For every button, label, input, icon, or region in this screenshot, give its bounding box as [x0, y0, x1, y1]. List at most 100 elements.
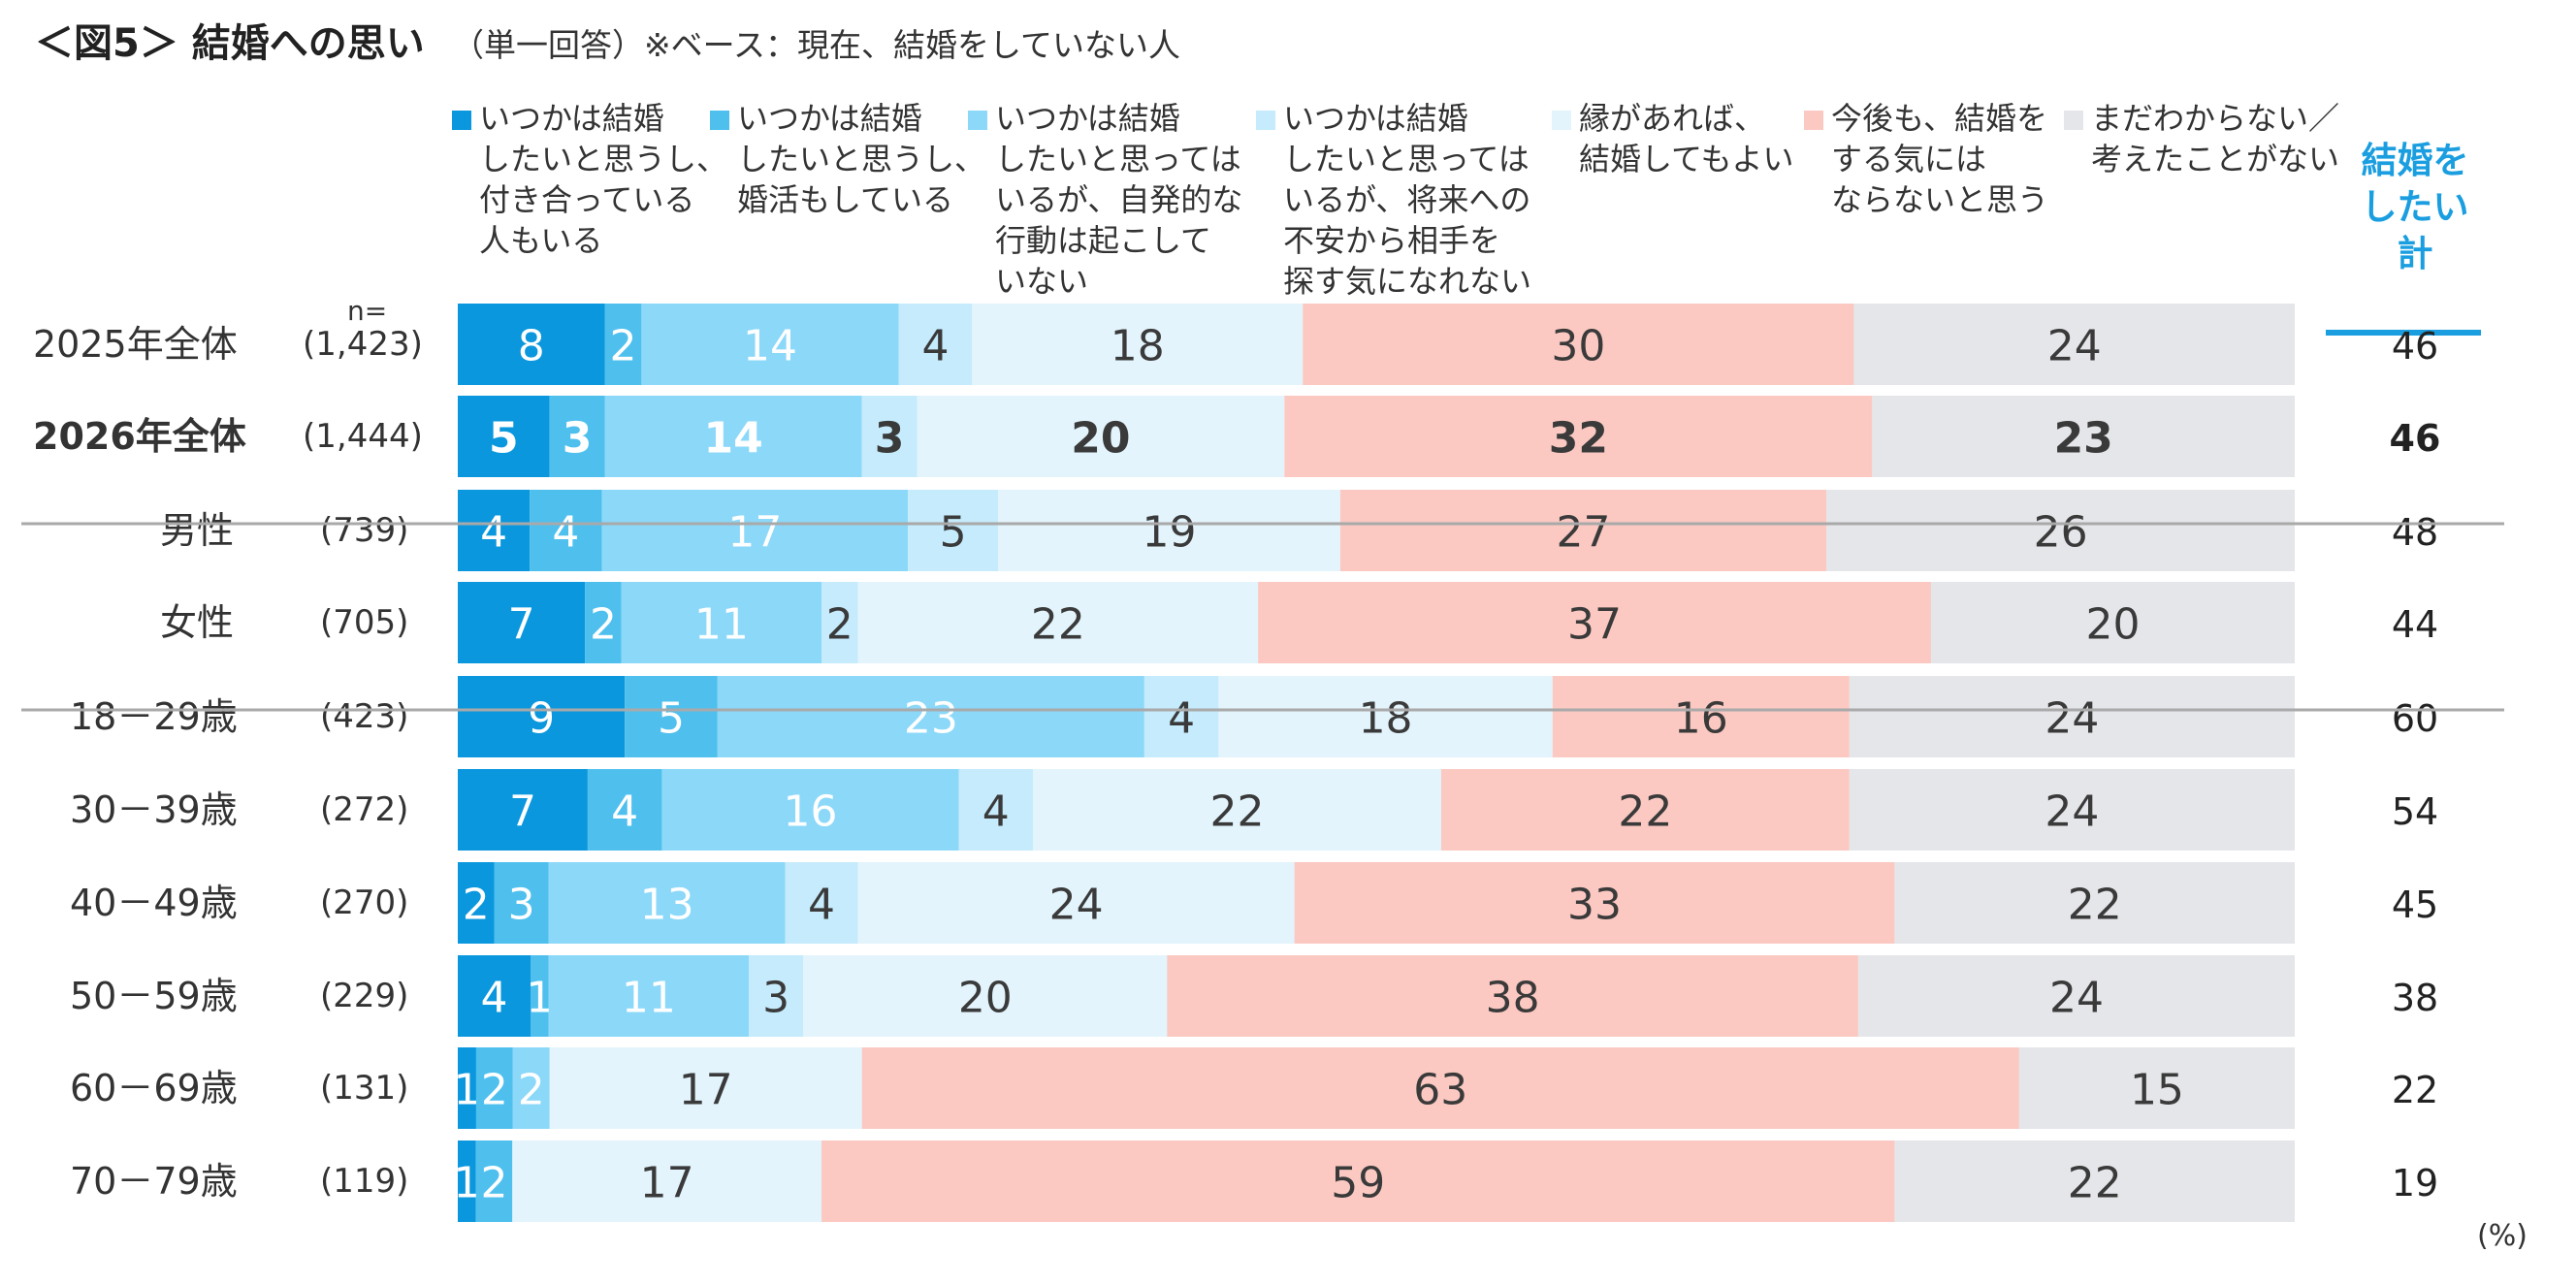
bar-segment	[1440, 769, 1850, 851]
segment-value: 24	[1049, 881, 1104, 930]
bar-segment	[1930, 582, 2295, 663]
bar-segment	[458, 1047, 476, 1129]
row-n: (119)	[320, 1162, 408, 1201]
bar-segment	[1872, 396, 2295, 477]
segment-value: 3	[563, 414, 593, 464]
bar-segment	[587, 769, 662, 851]
row-n: (423)	[320, 697, 408, 736]
bar-segment	[749, 955, 804, 1037]
bar-segment	[475, 1140, 513, 1222]
segment-value: 22	[2068, 1159, 2122, 1208]
bar-segment	[958, 769, 1034, 851]
bar-row: 18－29歳 (423) 9 5 23 4 18 16 24 60	[70, 676, 2438, 757]
segment-value: 1	[526, 974, 553, 1023]
bar-row: 70－79歳 (119) 1 2 17 59 22 19	[70, 1140, 2438, 1222]
legend: いつかは結婚したいと思うし、付き合っている人もいるいつかは結婚したいと思うし、婚…	[452, 100, 2339, 300]
segment-value: 4	[808, 881, 835, 930]
legend-label: 今後も、結婚を	[1831, 100, 2047, 137]
bar-segment	[531, 955, 549, 1037]
segment-value: 22	[2068, 881, 2122, 930]
legend-label: 婚活もしている	[737, 181, 953, 218]
segment-value: 2	[590, 600, 617, 650]
row-n: (1,444)	[303, 417, 423, 456]
bar-segment	[458, 582, 586, 663]
unit-label: (%)	[2477, 1219, 2528, 1253]
bar-segment	[458, 1140, 476, 1222]
legend-label: いない	[995, 263, 1088, 300]
bar-segment	[604, 396, 862, 477]
segment-value: 22	[1210, 787, 1265, 837]
row-label: 男性	[160, 509, 234, 552]
bar-row: 30－39歳 (272) 7 4 16 4 22 22 24 54	[70, 769, 2438, 851]
bar-segment	[621, 582, 822, 663]
bar-segment	[908, 490, 999, 571]
segment-value: 2	[481, 1066, 508, 1115]
legend-label: 結婚してもよい	[1579, 141, 1793, 177]
bar-segment	[458, 769, 588, 851]
segment-value: 4	[480, 508, 507, 558]
bar-segment	[641, 304, 899, 385]
segment-value: 14	[743, 322, 797, 371]
legend-item: まだわからない／ 考えたことがない	[2064, 100, 2339, 177]
bar-segment	[585, 582, 622, 663]
bar-segment	[458, 955, 531, 1037]
row-n: (272)	[320, 790, 408, 829]
segment-value: 2	[463, 881, 490, 930]
legend-label: 行動は起こして	[995, 222, 1211, 259]
legend-label: いつかは結婚	[737, 100, 922, 137]
n-header: n=	[347, 295, 387, 327]
total-value: 60	[2392, 697, 2438, 740]
segment-value: 4	[982, 787, 1010, 837]
legend-label: する気には	[1831, 141, 1986, 177]
segment-value: 4	[921, 322, 949, 371]
bar-segment	[1853, 304, 2295, 385]
bar-row: 50－59歳 (229) 4 1 11 3 20 38 24 38	[70, 955, 2438, 1037]
segment-value: 24	[2045, 787, 2099, 837]
bar-row: 2026年全体 (1,444) 5 3 14 3 20 32 23 46	[33, 396, 2440, 477]
bar-segment	[803, 955, 1168, 1037]
segment-value: 33	[1567, 881, 1622, 930]
segment-value: 5	[489, 414, 519, 464]
row-n: (739)	[320, 511, 408, 550]
bar-segment	[821, 582, 858, 663]
total-value: 44	[2392, 603, 2438, 646]
segment-value: 22	[1618, 787, 1672, 837]
row-n: (229)	[320, 977, 408, 1015]
legend-label: いつかは結婚	[1283, 100, 1468, 137]
row-n: (131)	[320, 1069, 408, 1108]
bar-segment	[1849, 676, 2295, 757]
segment-value: 2	[481, 1159, 508, 1208]
bar-segment	[625, 676, 718, 757]
bar-segment	[1284, 396, 1873, 477]
segment-value: 2	[609, 322, 636, 371]
bar-segment	[458, 396, 550, 477]
bar-segment	[549, 1047, 862, 1129]
bar-row: 40－49歳 (270) 2 3 13 4 24 33 22 45	[70, 862, 2438, 944]
segment-value: 18	[1359, 694, 1413, 744]
bar-segment	[530, 490, 602, 571]
bar-segment	[661, 769, 959, 851]
segment-value: 13	[640, 881, 694, 930]
segment-value: 59	[1331, 1159, 1385, 1208]
bar-row: 60－69歳 (131) 1 2 2 17 63 15 22	[70, 1047, 2438, 1129]
segment-value: 2	[518, 1066, 545, 1115]
segment-value: 63	[1413, 1066, 1467, 1115]
bar-segment	[998, 490, 1340, 571]
row-label: 18－29歳	[70, 695, 238, 738]
legend-label: いつかは結婚	[995, 100, 1180, 137]
bar-row: 女性 (705) 7 2 11 2 22 37 20 44	[160, 582, 2438, 663]
segment-value: 5	[940, 508, 967, 558]
segment-value: 17	[679, 1066, 733, 1115]
legend-label: したいと思っては	[1283, 141, 1530, 177]
bar-segment	[972, 304, 1304, 385]
total-value: 54	[2392, 790, 2438, 833]
row-label: 2026年全体	[33, 415, 246, 458]
legend-swatch	[1256, 111, 1275, 130]
bar-segment	[512, 1140, 822, 1222]
segment-value: 32	[1549, 414, 1608, 464]
bar-row: 2025年全体 (1,423) 8 2 14 4 18 30 24 46	[33, 304, 2438, 385]
total-value: 22	[2392, 1069, 2438, 1111]
bar-segment	[821, 1140, 1895, 1222]
